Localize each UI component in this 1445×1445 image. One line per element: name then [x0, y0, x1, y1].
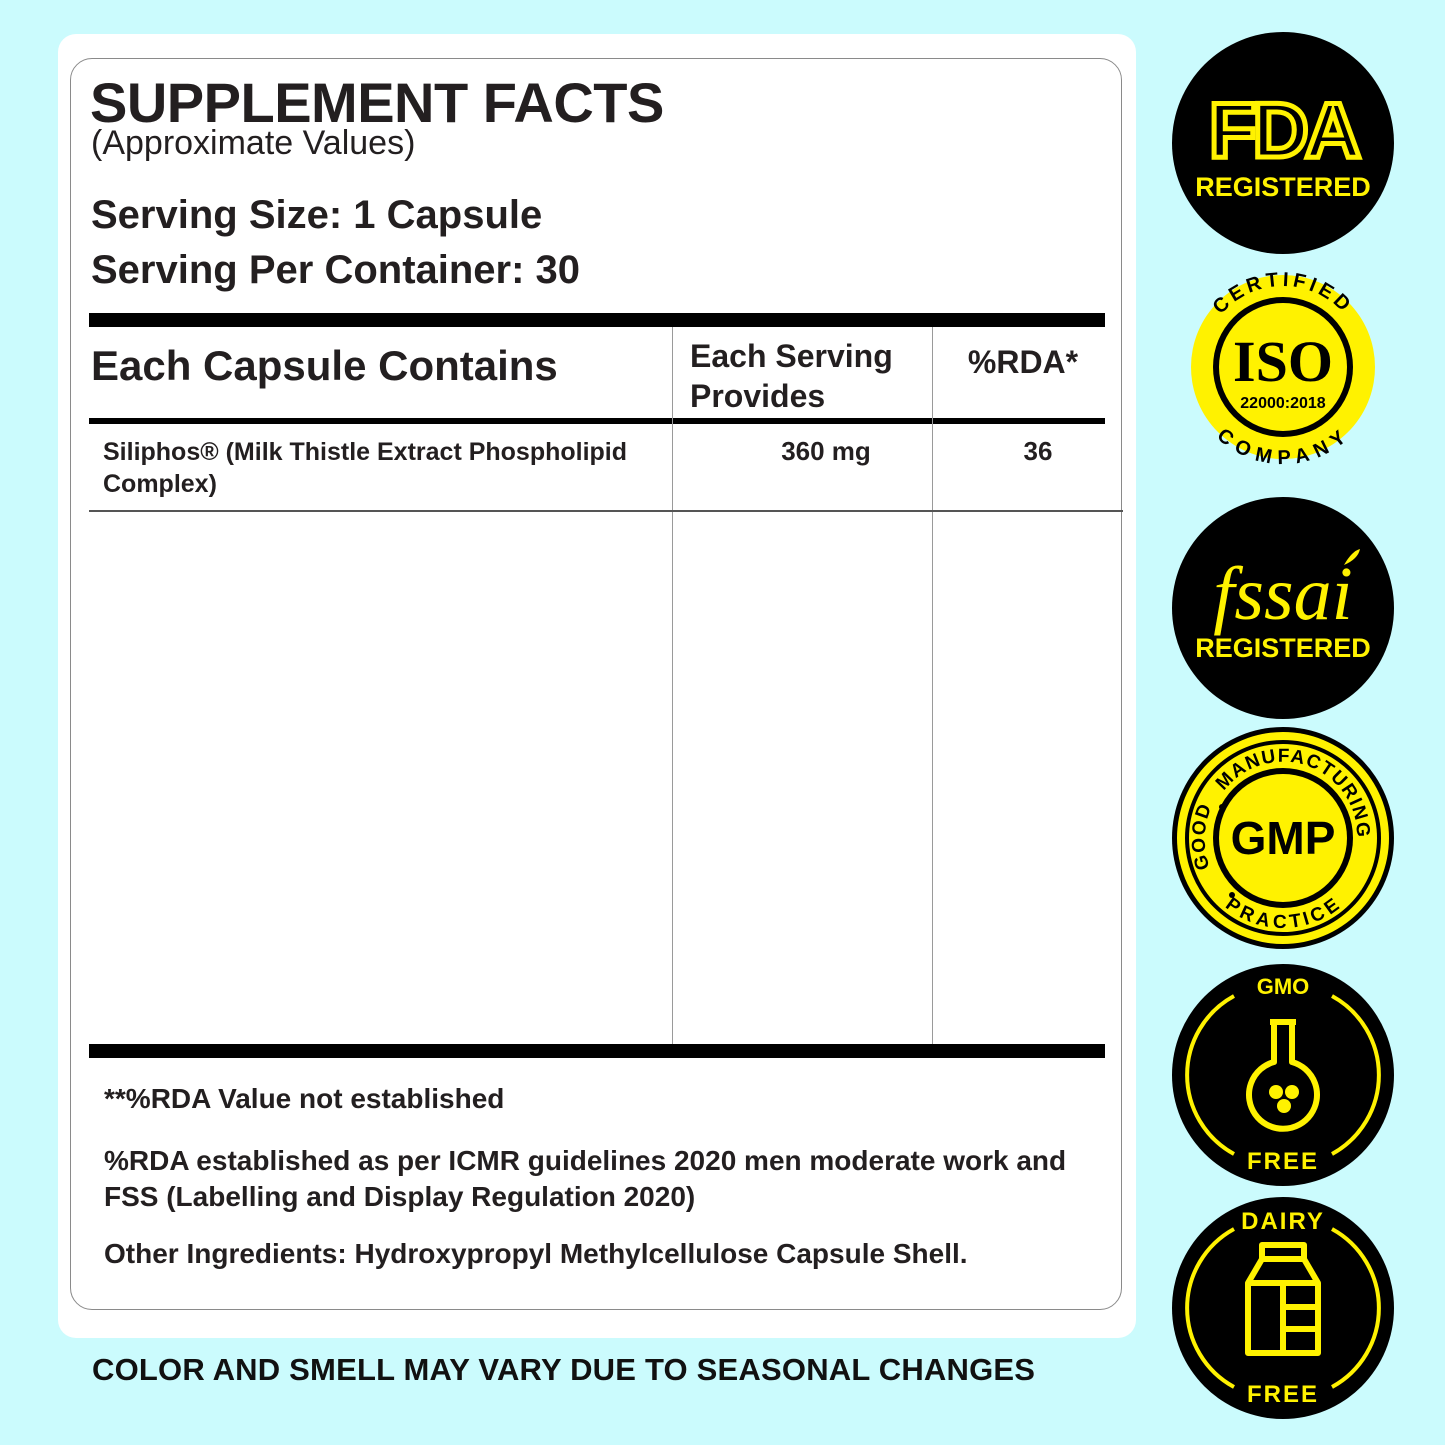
- ingredient-name: Siliphos® (Milk Thistle Extract Phosphol…: [103, 436, 663, 500]
- gmp-main-text: GMP: [1231, 812, 1336, 864]
- rda-note: **%RDA Value not established: [104, 1081, 1094, 1117]
- column-header-rda: %RDA*: [933, 344, 1113, 381]
- top-divider: [89, 313, 1105, 327]
- ingredient-rda: 36: [933, 436, 1143, 467]
- fssai-registered-badge: fssai REGISTERED: [1172, 497, 1394, 719]
- serving-size: Serving Size: 1 Capsule: [91, 193, 542, 238]
- fssai-badge-text: REGISTERED: [1195, 633, 1371, 663]
- guidelines-note: %RDA established as per ICMR guidelines …: [104, 1143, 1094, 1215]
- fda-logo: FDA: [1209, 86, 1360, 174]
- other-ingredients: Other Ingredients: Hydroxypropyl Methylc…: [104, 1236, 1094, 1272]
- fda-registered-badge: FDA REGISTERED: [1172, 32, 1394, 254]
- column-header-contents: Each Capsule Contains: [91, 342, 558, 390]
- iso-code-text: 22000:2018: [1240, 395, 1326, 412]
- bottom-divider: [89, 1044, 1105, 1058]
- fssai-logo: fssai: [1213, 552, 1352, 636]
- servings-per-container: Serving Per Container: 30: [91, 248, 580, 293]
- iso-certified-badge: CERTIFIED COMPANY ISO 22000:2018: [1172, 256, 1394, 478]
- gmo-bottom-text: FREE: [1247, 1148, 1319, 1175]
- dairy-bottom-text: FREE: [1247, 1381, 1319, 1408]
- milk-carton-icon: [1248, 1245, 1318, 1353]
- gmo-top-text: GMO: [1257, 974, 1310, 999]
- gmo-free-badge: GMO FREE: [1172, 964, 1394, 1186]
- column-divider: [672, 327, 673, 1044]
- column-header-serving: Each Serving Provides: [690, 336, 930, 416]
- dairy-free-badge: DAIRY FREE: [1172, 1197, 1394, 1419]
- gmp-badge: MANUFACTURING GOOD PRACTICE GMP: [1172, 727, 1394, 949]
- seasonal-disclaimer: COLOR AND SMELL MAY VARY DUE TO SEASONAL…: [92, 1352, 1035, 1388]
- fda-badge-text: REGISTERED: [1195, 172, 1371, 202]
- iso-main-text: ISO: [1233, 329, 1333, 394]
- row-divider: [89, 510, 1123, 512]
- column-divider: [932, 327, 933, 1044]
- dairy-top-text: DAIRY: [1241, 1208, 1325, 1235]
- header-divider: [89, 418, 1105, 424]
- label-subtitle: (Approximate Values): [91, 124, 415, 163]
- supplement-facts-panel: [70, 58, 1122, 1310]
